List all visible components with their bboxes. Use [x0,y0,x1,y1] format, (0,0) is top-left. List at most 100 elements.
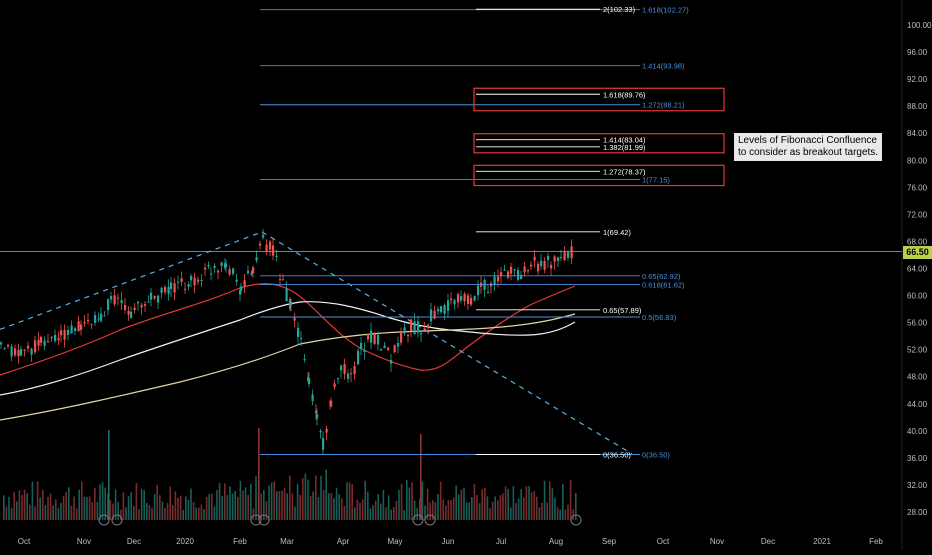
volume-bar [515,503,517,520]
candle-body [127,310,130,315]
candle-body [487,291,490,293]
volume-bar [497,500,499,520]
volume-bar [60,502,62,520]
trendline-up [0,231,263,330]
y-tick-label: 68.00 [907,237,928,246]
volume-bar [146,503,148,520]
candle-body [430,309,433,322]
candle-body [367,334,370,340]
candle-body [247,270,250,273]
y-tick-label: 60.00 [907,292,928,301]
y-tick-label: 40.00 [907,427,928,436]
volume-bar [107,493,109,520]
volume-bar [122,492,125,520]
x-tick-label: Oct [18,537,31,546]
volume-bar [153,493,156,520]
volume-bar [252,508,255,520]
volume-bar [406,480,408,520]
volume-bar [543,480,546,520]
candle-body [282,279,285,281]
candle-body [500,272,503,277]
y-tick-label: 56.00 [907,319,928,328]
volume-bar [330,492,333,520]
volume-bar [312,491,314,520]
volume-bar [8,496,10,520]
candle-body [527,270,530,272]
volume-bar [322,490,325,520]
volume-bar [455,485,457,520]
fib-confluence-annotation[interactable]: Levels of Fibonacci Confluence to consid… [734,133,883,161]
volume-bar [569,480,572,520]
candle-body [380,349,383,351]
volume-bar [364,480,366,520]
volume-bar [57,507,60,520]
candle-body [290,301,293,306]
trendline-down [261,231,633,455]
ma-red-line [0,283,576,376]
volume-bar [247,494,249,520]
candle-body [150,292,153,300]
volume-bar [26,493,28,520]
volume-bar [218,482,221,520]
candle-body [130,311,133,318]
y-tick-label: 64.00 [907,265,928,274]
candle-body [87,319,90,322]
x-tick-label: 2021 [813,537,831,546]
volume-bar [21,495,23,520]
volume-bar [187,499,190,520]
volume-bar [276,491,278,520]
volume-bar [156,484,158,520]
candle-body [220,262,223,266]
volume-bar [231,493,234,520]
volume-bar [255,476,257,520]
volume-bar [463,487,465,520]
candle-body [225,263,228,268]
candle-body [473,296,476,301]
candle-body [94,315,97,323]
volume-bar [328,493,330,520]
volume-bar [159,495,161,520]
x-tick-label: May [387,537,402,546]
event-marker [570,514,582,526]
volume-spike [420,434,422,520]
volume-bar [512,486,515,520]
candle-body [124,305,127,310]
volume-bar [523,497,525,520]
volume-bar [413,500,416,520]
candle-body [337,377,340,379]
volume-bar [424,505,426,520]
last-price-badge: 66.50 [903,246,932,259]
volume-bar [304,473,307,520]
volume-bar [62,495,65,520]
volume-bar [101,482,104,520]
candle-body [200,279,203,281]
volume-bar [242,490,244,520]
volume-bar [520,489,522,520]
volume-bar [426,488,429,520]
fib-level-white-label: 1.272(78.37) [603,167,646,176]
candle-body [523,266,526,273]
volume-bar [536,496,538,520]
candle-body [47,341,50,343]
fib-level-white-label: 1(69.42) [603,228,631,237]
volume-bar [320,475,322,520]
x-tick-label: Oct [657,537,670,546]
volume-bar [68,487,70,520]
candle-body [23,349,26,351]
volume-bar [460,489,463,520]
candle-body [417,321,420,333]
volume-bar [567,504,569,520]
volume-bar [452,497,455,520]
candle-body [250,272,253,275]
candle-body [170,282,173,289]
volume-bar [73,496,75,520]
ma-white-line [0,301,576,396]
candle-body [315,410,318,414]
x-tick-label: Sep [602,537,617,546]
candle-body [113,295,116,305]
volume-bar [419,498,421,520]
candle-body [285,288,288,302]
candle-body [377,335,380,345]
volume-bar [408,487,411,520]
